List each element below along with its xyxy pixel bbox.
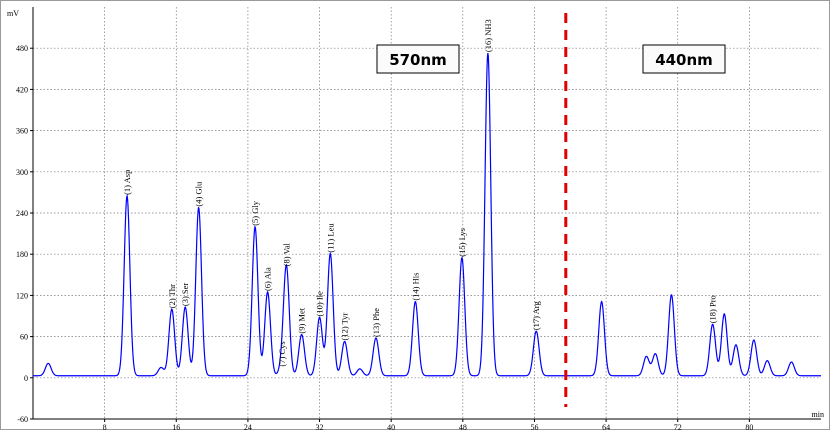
peak-label: (6) Ala bbox=[263, 267, 273, 291]
peak-label: (10) Ile bbox=[315, 291, 325, 316]
x-tick-label: 24 bbox=[244, 423, 252, 431]
x-tick-label: 64 bbox=[602, 423, 610, 431]
peak-label: (11) Leu bbox=[325, 223, 335, 253]
peak-label: (15) Lys bbox=[457, 228, 467, 257]
peak-label: (5) Gly bbox=[250, 200, 260, 226]
y-axis-unit: mV bbox=[7, 9, 19, 18]
x-tick-label: 72 bbox=[674, 423, 682, 431]
x-tick-label: 40 bbox=[387, 423, 395, 431]
y-tick-label: 420 bbox=[16, 85, 28, 94]
y-tick-label: 300 bbox=[16, 168, 28, 177]
peak-label: (1) Asp bbox=[122, 170, 132, 195]
wavelength-box bbox=[376, 44, 460, 74]
y-tick-label: 120 bbox=[16, 291, 28, 300]
wavelength-box bbox=[642, 44, 726, 74]
signal-trace bbox=[33, 52, 821, 377]
peak-label: (9) Met bbox=[297, 307, 307, 333]
y-tick-label: -60 bbox=[17, 415, 28, 424]
y-tick-label: 0 bbox=[24, 374, 28, 383]
x-tick-label: 16 bbox=[172, 423, 180, 431]
peak-label: (12) Tyr bbox=[340, 312, 350, 340]
y-tick-label: 480 bbox=[16, 44, 28, 53]
peak-label: (14) His bbox=[410, 273, 420, 301]
peak-label: (3) Ser bbox=[180, 283, 190, 307]
peak-label: (16) NH3 bbox=[483, 19, 493, 52]
y-tick-label: 360 bbox=[16, 127, 28, 136]
x-tick-label: 56 bbox=[530, 423, 538, 431]
wavelength-label-570: 570nm bbox=[389, 51, 447, 69]
peak-label: (8) Val bbox=[281, 242, 291, 266]
peak-label: (4) Glu bbox=[194, 181, 204, 207]
x-tick-label: 32 bbox=[316, 423, 324, 431]
peak-label: (7) Cys bbox=[277, 341, 287, 366]
wavelength-label-440: 440nm bbox=[655, 51, 713, 69]
peak-label: (18) Pro bbox=[708, 295, 718, 323]
y-tick-label: 180 bbox=[16, 250, 28, 259]
x-tick-label: 8 bbox=[103, 423, 107, 431]
y-tick-label: 240 bbox=[16, 209, 28, 218]
x-tick-label: 80 bbox=[745, 423, 753, 431]
x-tick-label: 48 bbox=[459, 423, 467, 431]
y-tick-label: 60 bbox=[20, 333, 28, 342]
peak-label: (17) Arg bbox=[531, 301, 541, 331]
peak-label: (13) Phe bbox=[371, 308, 381, 337]
peak-label: (2) Thr bbox=[167, 284, 177, 308]
x-axis-unit: min bbox=[812, 410, 824, 419]
